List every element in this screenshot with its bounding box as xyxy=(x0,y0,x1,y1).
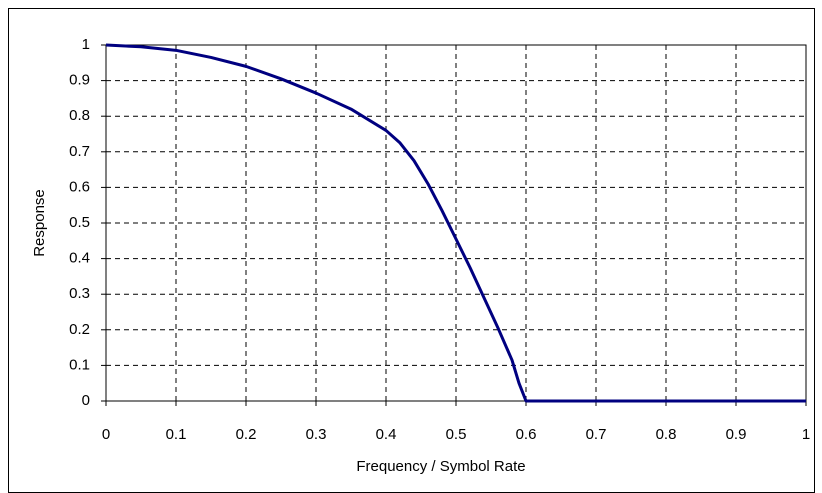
y-axis-label: Response xyxy=(31,189,48,257)
y-tick-label: 1 xyxy=(82,36,90,53)
y-tick-label: 0.2 xyxy=(69,321,90,338)
x-tick-label: 0.8 xyxy=(656,426,677,443)
data-line xyxy=(105,43,806,403)
y-tick-label: 0.5 xyxy=(69,214,90,231)
x-tick-label: 0.1 xyxy=(166,426,187,443)
plot-border xyxy=(105,44,807,402)
y-tick-label: 0.4 xyxy=(69,250,90,267)
y-tick-label: 0 xyxy=(82,392,90,409)
x-tick-label: 0.7 xyxy=(586,426,607,443)
plot-area xyxy=(106,45,806,401)
x-tick-label: 0.3 xyxy=(306,426,327,443)
x-tick-label: 0.5 xyxy=(446,426,467,443)
y-tick-label: 0.8 xyxy=(69,107,90,124)
y-tick-label: 0.9 xyxy=(69,72,90,89)
x-tick-label: 0.2 xyxy=(236,426,257,443)
x-axis-label: Frequency / Symbol Rate xyxy=(356,458,525,475)
x-tick-label: 0.4 xyxy=(376,426,397,443)
x-tick-label: 0.6 xyxy=(516,426,537,443)
y-tick-label: 0.6 xyxy=(69,178,90,195)
y-tick-label: 0.7 xyxy=(69,143,90,160)
y-tick-label: 0.3 xyxy=(69,285,90,302)
x-tick-label: 0.9 xyxy=(726,426,747,443)
y-tick-label: 0.1 xyxy=(69,356,90,373)
x-tick-label: 1 xyxy=(802,426,810,443)
x-tick-label: 0 xyxy=(102,426,110,443)
